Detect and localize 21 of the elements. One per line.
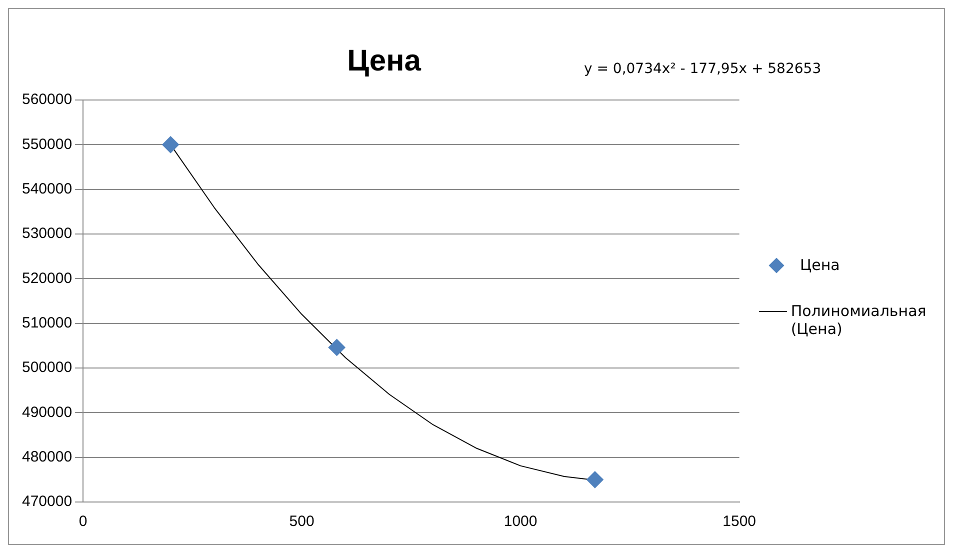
point [328, 338, 346, 356]
x-tick-label: 500 [289, 513, 314, 530]
legend-label: Цена [800, 256, 840, 274]
legend-label: Полиномиальная (Цена) [790, 302, 928, 338]
y-tick-label: 500000 [22, 359, 72, 376]
y-tick-label: 470000 [22, 493, 72, 510]
y-tick-label: 560000 [22, 91, 72, 108]
y-tick-label: 510000 [22, 314, 72, 332]
y-tick-label: 530000 [22, 225, 72, 242]
x-tick-label: 1500 [722, 513, 756, 530]
text: y = 0,0734x² - 177,95x + 582653 [584, 61, 822, 77]
y-tick-label: 520000 [22, 270, 72, 287]
chart-title: Цена [347, 44, 422, 78]
y-tick-label: 480000 [22, 448, 72, 466]
y-tick-label: 540000 [22, 180, 72, 198]
point [586, 471, 604, 488]
x-tick-label: 0 [78, 513, 88, 530]
point [162, 136, 180, 154]
x-tick-label: 1000 [504, 513, 538, 530]
y-tick-label: 490000 [22, 404, 72, 421]
y-tick-label: 550000 [22, 136, 72, 153]
